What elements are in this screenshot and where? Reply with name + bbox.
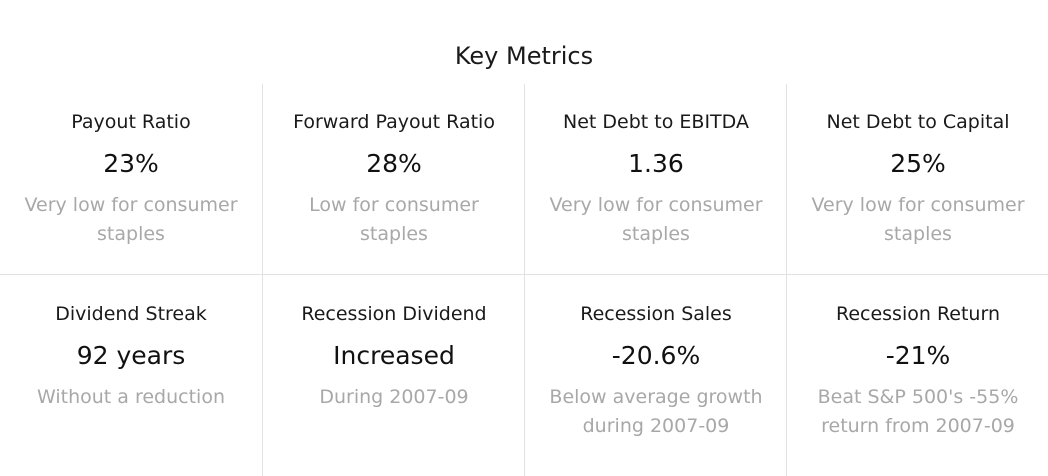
metric-note: Beat S&P 500's -55% return from 2007-09: [817, 386, 1019, 437]
metric-label: Dividend Streak: [55, 303, 207, 325]
metric-note: Low for consumer staples: [309, 194, 479, 245]
metrics-grid: Payout Ratio 23% Very low for consumer s…: [0, 84, 1048, 476]
metric-card-recession-return: Recession Return -21% Beat S&P 500's -55…: [786, 274, 1048, 476]
metric-note: Without a reduction: [36, 386, 225, 408]
metric-value: 25%: [890, 149, 946, 178]
metric-value: -20.6%: [611, 341, 701, 370]
metric-value: 92 years: [76, 341, 186, 370]
metrics-row-2: Dividend Streak 92 years Without a reduc…: [0, 274, 1048, 476]
metric-value: Increased: [333, 341, 455, 370]
metric-label: Net Debt to EBITDA: [563, 111, 749, 133]
metric-value: 1.36: [628, 149, 684, 178]
metric-label: Payout Ratio: [71, 111, 191, 133]
metric-label: Recession Return: [835, 303, 1000, 325]
metric-value: 23%: [103, 149, 159, 178]
metric-note: During 2007-09: [319, 386, 469, 408]
metric-label: Recession Dividend: [301, 303, 487, 325]
metric-note: Very low for consumer staples: [549, 194, 763, 245]
metric-value: 28%: [366, 149, 422, 178]
metric-label: Recession Sales: [580, 303, 732, 325]
metric-card-dividend-streak: Dividend Streak 92 years Without a reduc…: [0, 274, 262, 476]
metric-card-forward-payout-ratio: Forward Payout Ratio 28% Low for consume…: [262, 84, 524, 274]
metric-note: Very low for consumer staples: [24, 194, 238, 245]
metric-value: -21%: [885, 341, 951, 370]
metric-card-recession-sales: Recession Sales -20.6% Below average gro…: [524, 274, 786, 476]
metric-card-payout-ratio: Payout Ratio 23% Very low for consumer s…: [0, 84, 262, 274]
metrics-row-1: Payout Ratio 23% Very low for consumer s…: [0, 84, 1048, 274]
metric-note: Very low for consumer staples: [811, 194, 1025, 245]
metric-card-recession-dividend: Recession Dividend Increased During 2007…: [262, 274, 524, 476]
metric-label: Net Debt to Capital: [826, 111, 1010, 133]
metric-card-net-debt-to-capital: Net Debt to Capital 25% Very low for con…: [786, 84, 1048, 274]
metric-label: Forward Payout Ratio: [293, 111, 495, 133]
metric-card-net-debt-to-ebitda: Net Debt to EBITDA 1.36 Very low for con…: [524, 84, 786, 274]
page-title: Key Metrics: [454, 42, 594, 71]
metric-note: Below average growth during 2007-09: [549, 386, 763, 437]
